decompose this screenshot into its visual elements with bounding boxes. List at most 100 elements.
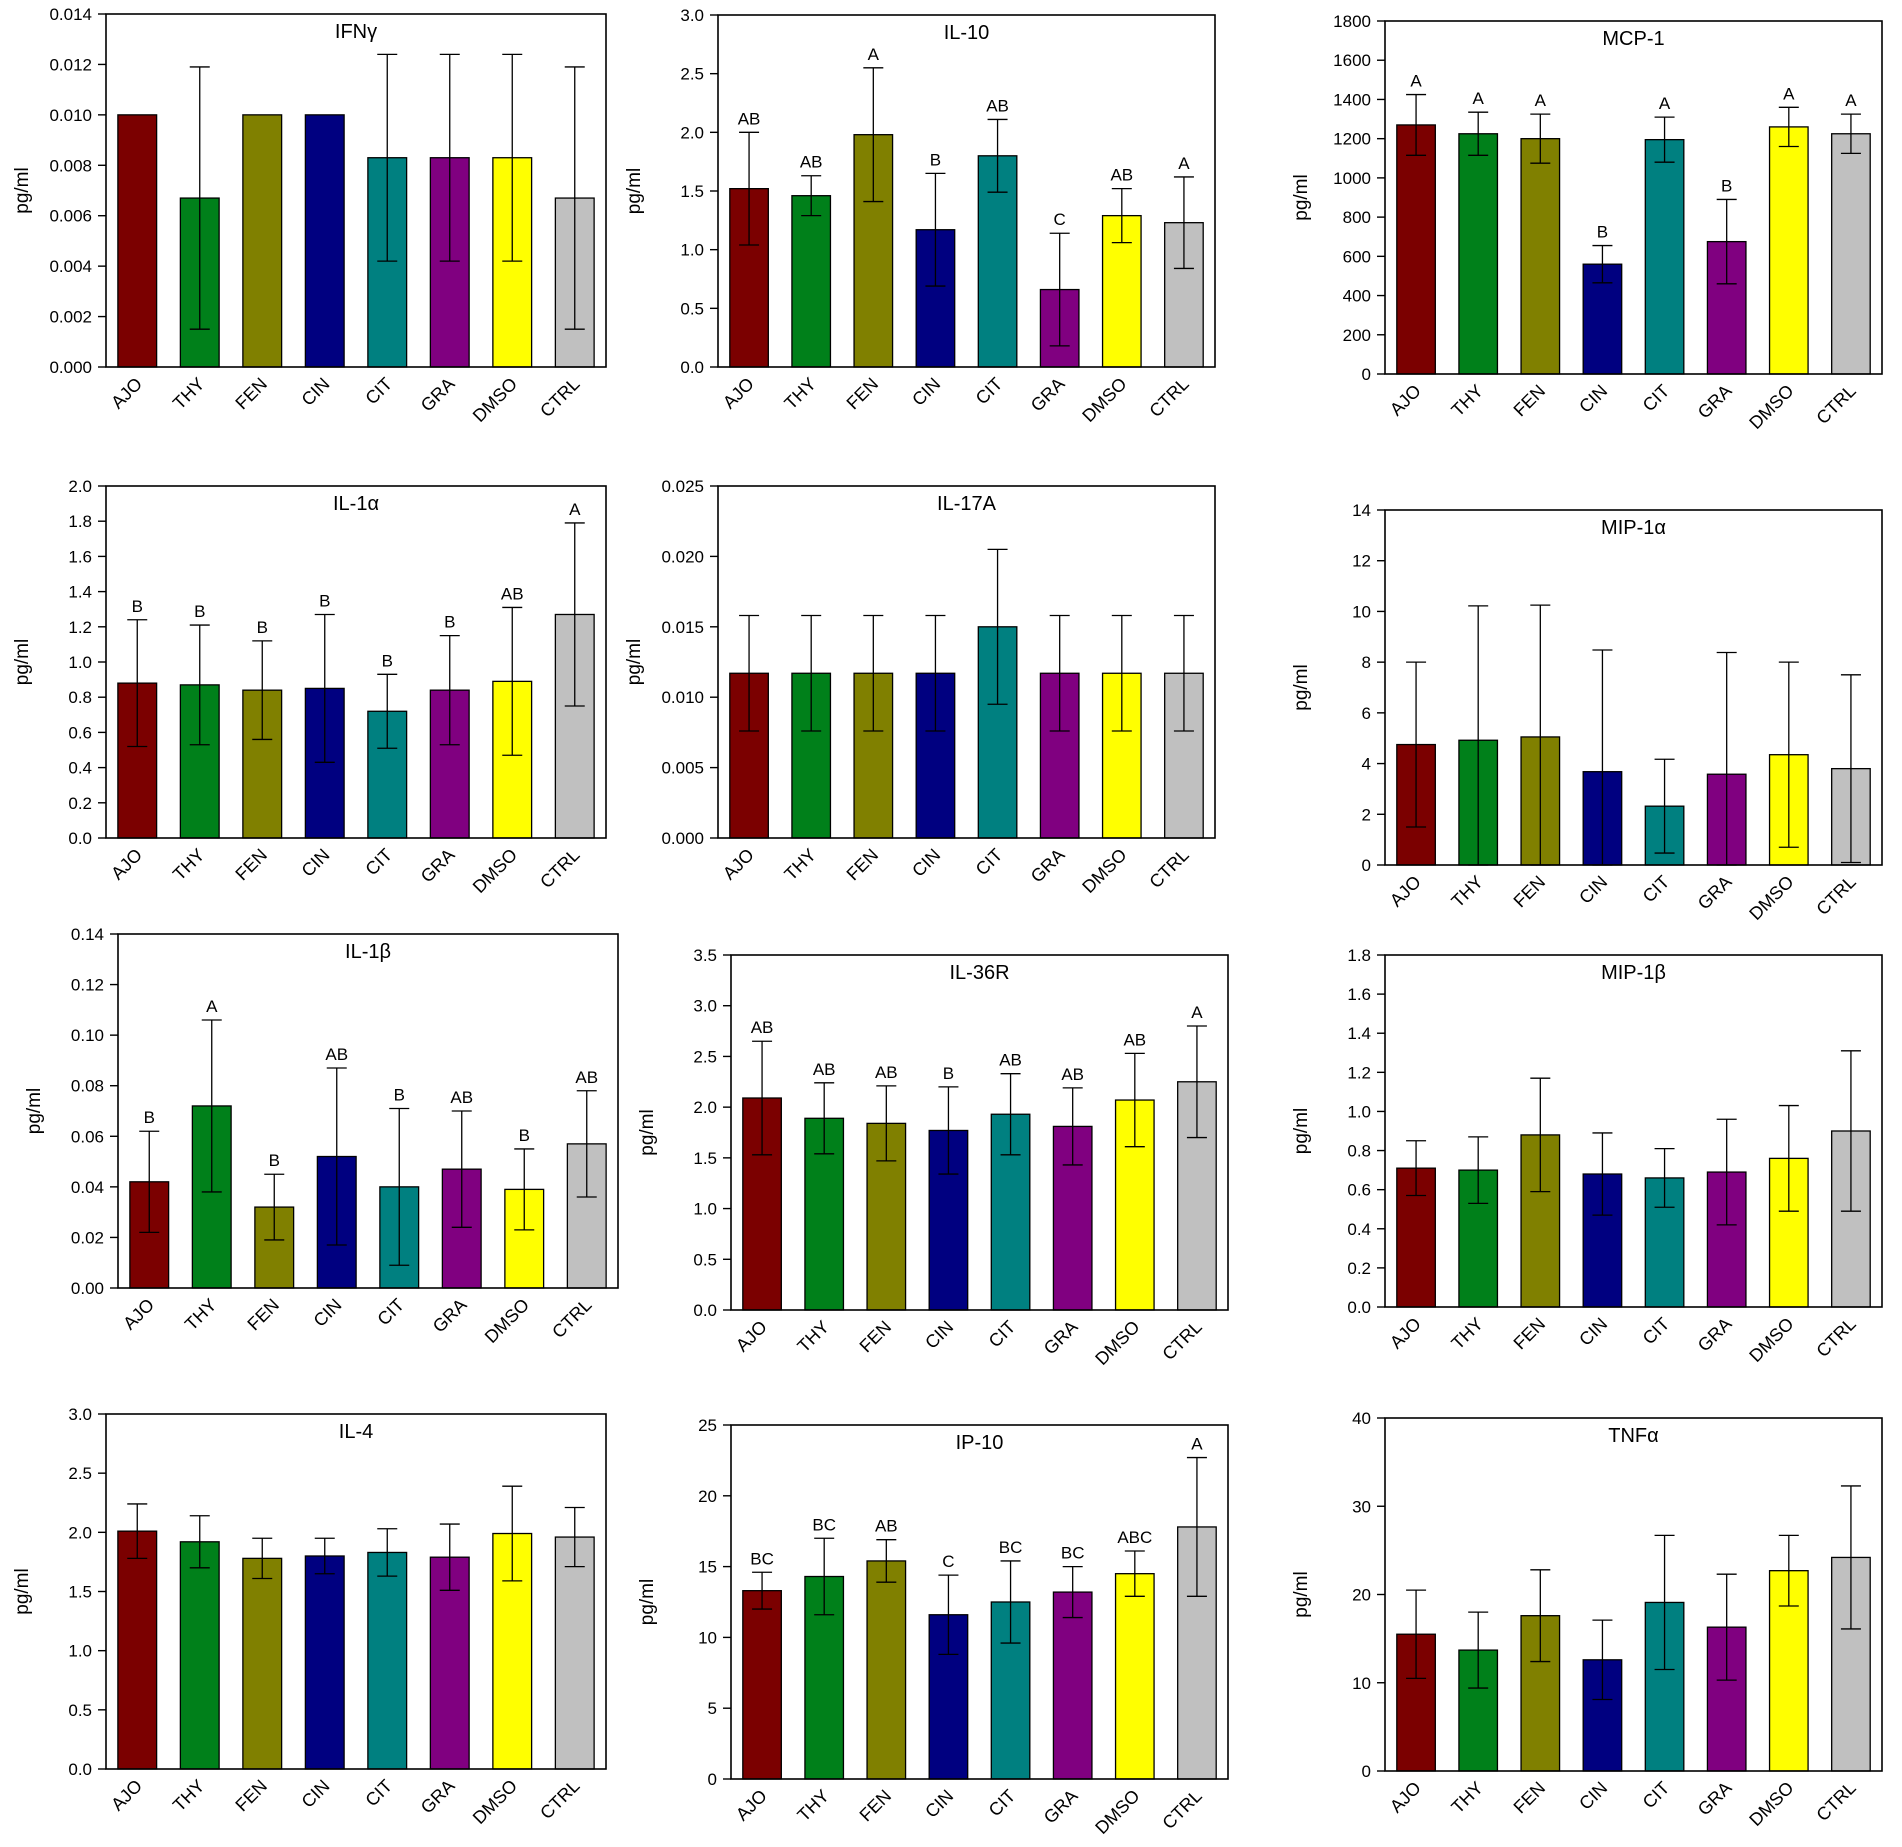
y-tick-label: 0.015 (661, 618, 704, 637)
x-tick-label: THY (793, 1317, 833, 1357)
chart-0: 0.000 0.002 0.004 0.006 0.008 0.010 0.012 0.014… (12, 5, 607, 426)
plot-frame (105, 1413, 607, 1770)
significance-letter: A (1191, 1003, 1203, 1022)
significance-letter: BC (1061, 1544, 1085, 1563)
bar-thy (1458, 133, 1499, 375)
y-tick-label: 1.4 (1347, 1024, 1371, 1043)
y-axis-label: pg/ml (12, 167, 33, 213)
y-axis-label: pg/ml (1291, 174, 1312, 220)
bar-fen (242, 114, 283, 368)
x-tick-label: THY (780, 374, 820, 414)
significance-letter: AB (501, 584, 524, 603)
plot-frame (117, 933, 619, 1289)
significance-letter: AB (575, 1068, 598, 1087)
chart-title: IL-17A (937, 493, 997, 515)
y-tick-label: 0.04 (71, 1178, 104, 1197)
x-tick-label: THY (181, 1295, 221, 1335)
y-tick-label: 1200 (1333, 130, 1371, 149)
significance-letter: BC (750, 1549, 774, 1568)
x-tick-label: THY (1447, 1314, 1487, 1354)
x-tick-label: DMSO (1745, 381, 1797, 433)
chart-title: IL-10 (944, 22, 990, 44)
significance-letter: A (1845, 91, 1857, 110)
y-tick-label: 1.0 (693, 1200, 717, 1219)
y-tick-label: 2.0 (680, 123, 704, 142)
x-tick-label: CIT (1639, 872, 1674, 907)
y-tick-label: 1.4 (68, 583, 92, 602)
y-tick-label: 0.004 (49, 257, 92, 276)
y-axis-label: pg/ml (12, 1568, 33, 1614)
significance-letter: AB (800, 153, 823, 172)
y-tick-label: 1400 (1333, 90, 1371, 109)
bar-thy (179, 1541, 220, 1770)
bar-fen (242, 1557, 283, 1770)
y-tick-label: 10 (1352, 1674, 1371, 1693)
bar-cit (367, 1551, 408, 1770)
significance-letter: BC (999, 1538, 1023, 1557)
y-tick-label: 0.6 (1347, 1181, 1371, 1200)
x-tick-label: CIN (298, 1776, 334, 1812)
bar-cit (1644, 138, 1685, 375)
x-tick-label: DMSO (481, 1295, 533, 1347)
x-tick-label: CIN (908, 374, 944, 410)
x-tick-label: CTRL (1812, 872, 1859, 919)
y-tick-label: 0.5 (680, 299, 704, 318)
y-tick-label: 14 (1352, 501, 1371, 520)
y-tick-label: 0.002 (49, 308, 92, 327)
x-tick-label: AJO (1386, 1314, 1425, 1353)
x-tick-label: DMSO (1745, 1314, 1797, 1366)
x-tick-label: AJO (107, 1776, 146, 1815)
y-tick-label: 0.00 (71, 1279, 104, 1298)
x-tick-label: THY (1447, 1778, 1487, 1818)
x-tick-label: DMSO (1745, 872, 1797, 924)
y-axis-label: pg/ml (1291, 1108, 1312, 1154)
x-tick-label: FEN (856, 1786, 896, 1826)
y-tick-label: 0.000 (661, 829, 704, 848)
significance-letter: B (194, 602, 205, 621)
chart-title: TNFα (1608, 1425, 1658, 1447)
x-tick-label: GRA (1694, 381, 1736, 423)
y-tick-label: 10 (698, 1628, 717, 1647)
bar-fen (254, 1206, 295, 1289)
x-tick-label: CIT (361, 845, 396, 880)
y-tick-label: 0.010 (661, 688, 704, 707)
bar-ctrl (554, 1536, 595, 1770)
y-tick-label: 2 (1362, 805, 1371, 824)
plot-frame (105, 485, 607, 839)
y-tick-label: 0.008 (49, 156, 92, 175)
x-tick-label: AJO (732, 1786, 771, 1825)
bar-dmso (1114, 1573, 1155, 1780)
x-tick-label: GRA (1040, 1317, 1082, 1359)
chart-title: IL-1β (345, 941, 391, 963)
chart-3: 0.0 0.2 0.4 0.6 0.8 1.0 1.2 1.4 1.6 1.8 2.0 pg/ml B A… (12, 477, 607, 897)
significance-letter: AB (325, 1045, 348, 1064)
y-tick-label: 0.8 (1347, 1142, 1371, 1161)
x-tick-label: FEN (843, 845, 883, 885)
y-tick-label: 1600 (1333, 51, 1371, 70)
y-tick-label: 0.2 (68, 794, 92, 813)
y-tick-label: 40 (1352, 1409, 1371, 1428)
x-tick-label: DMSO (1078, 845, 1130, 897)
significance-letter: B (1597, 223, 1608, 242)
y-tick-label: 0.12 (71, 976, 104, 995)
x-tick-label: CIT (972, 374, 1007, 409)
significance-letter: B (394, 1085, 405, 1104)
x-tick-label: CIN (1575, 1314, 1611, 1350)
x-tick-label: DMSO (469, 374, 521, 426)
y-tick-label: 400 (1343, 287, 1371, 306)
y-axis-label: pg/ml (624, 168, 645, 214)
x-tick-label: FEN (1510, 1314, 1550, 1354)
significance-letter: ABC (1117, 1528, 1152, 1547)
bar-gra (1052, 1591, 1093, 1780)
x-tick-label: GRA (429, 1295, 471, 1337)
x-tick-label: GRA (417, 1776, 459, 1818)
x-tick-label: THY (169, 374, 209, 414)
y-tick-label: 0.0 (68, 829, 92, 848)
x-tick-label: FEN (231, 1776, 271, 1816)
y-tick-label: 0.014 (49, 5, 92, 24)
y-tick-label: 2.0 (68, 1523, 92, 1542)
x-tick-label: CTRL (1145, 845, 1192, 892)
y-tick-label: 12 (1352, 552, 1371, 571)
y-tick-label: 20 (698, 1487, 717, 1506)
